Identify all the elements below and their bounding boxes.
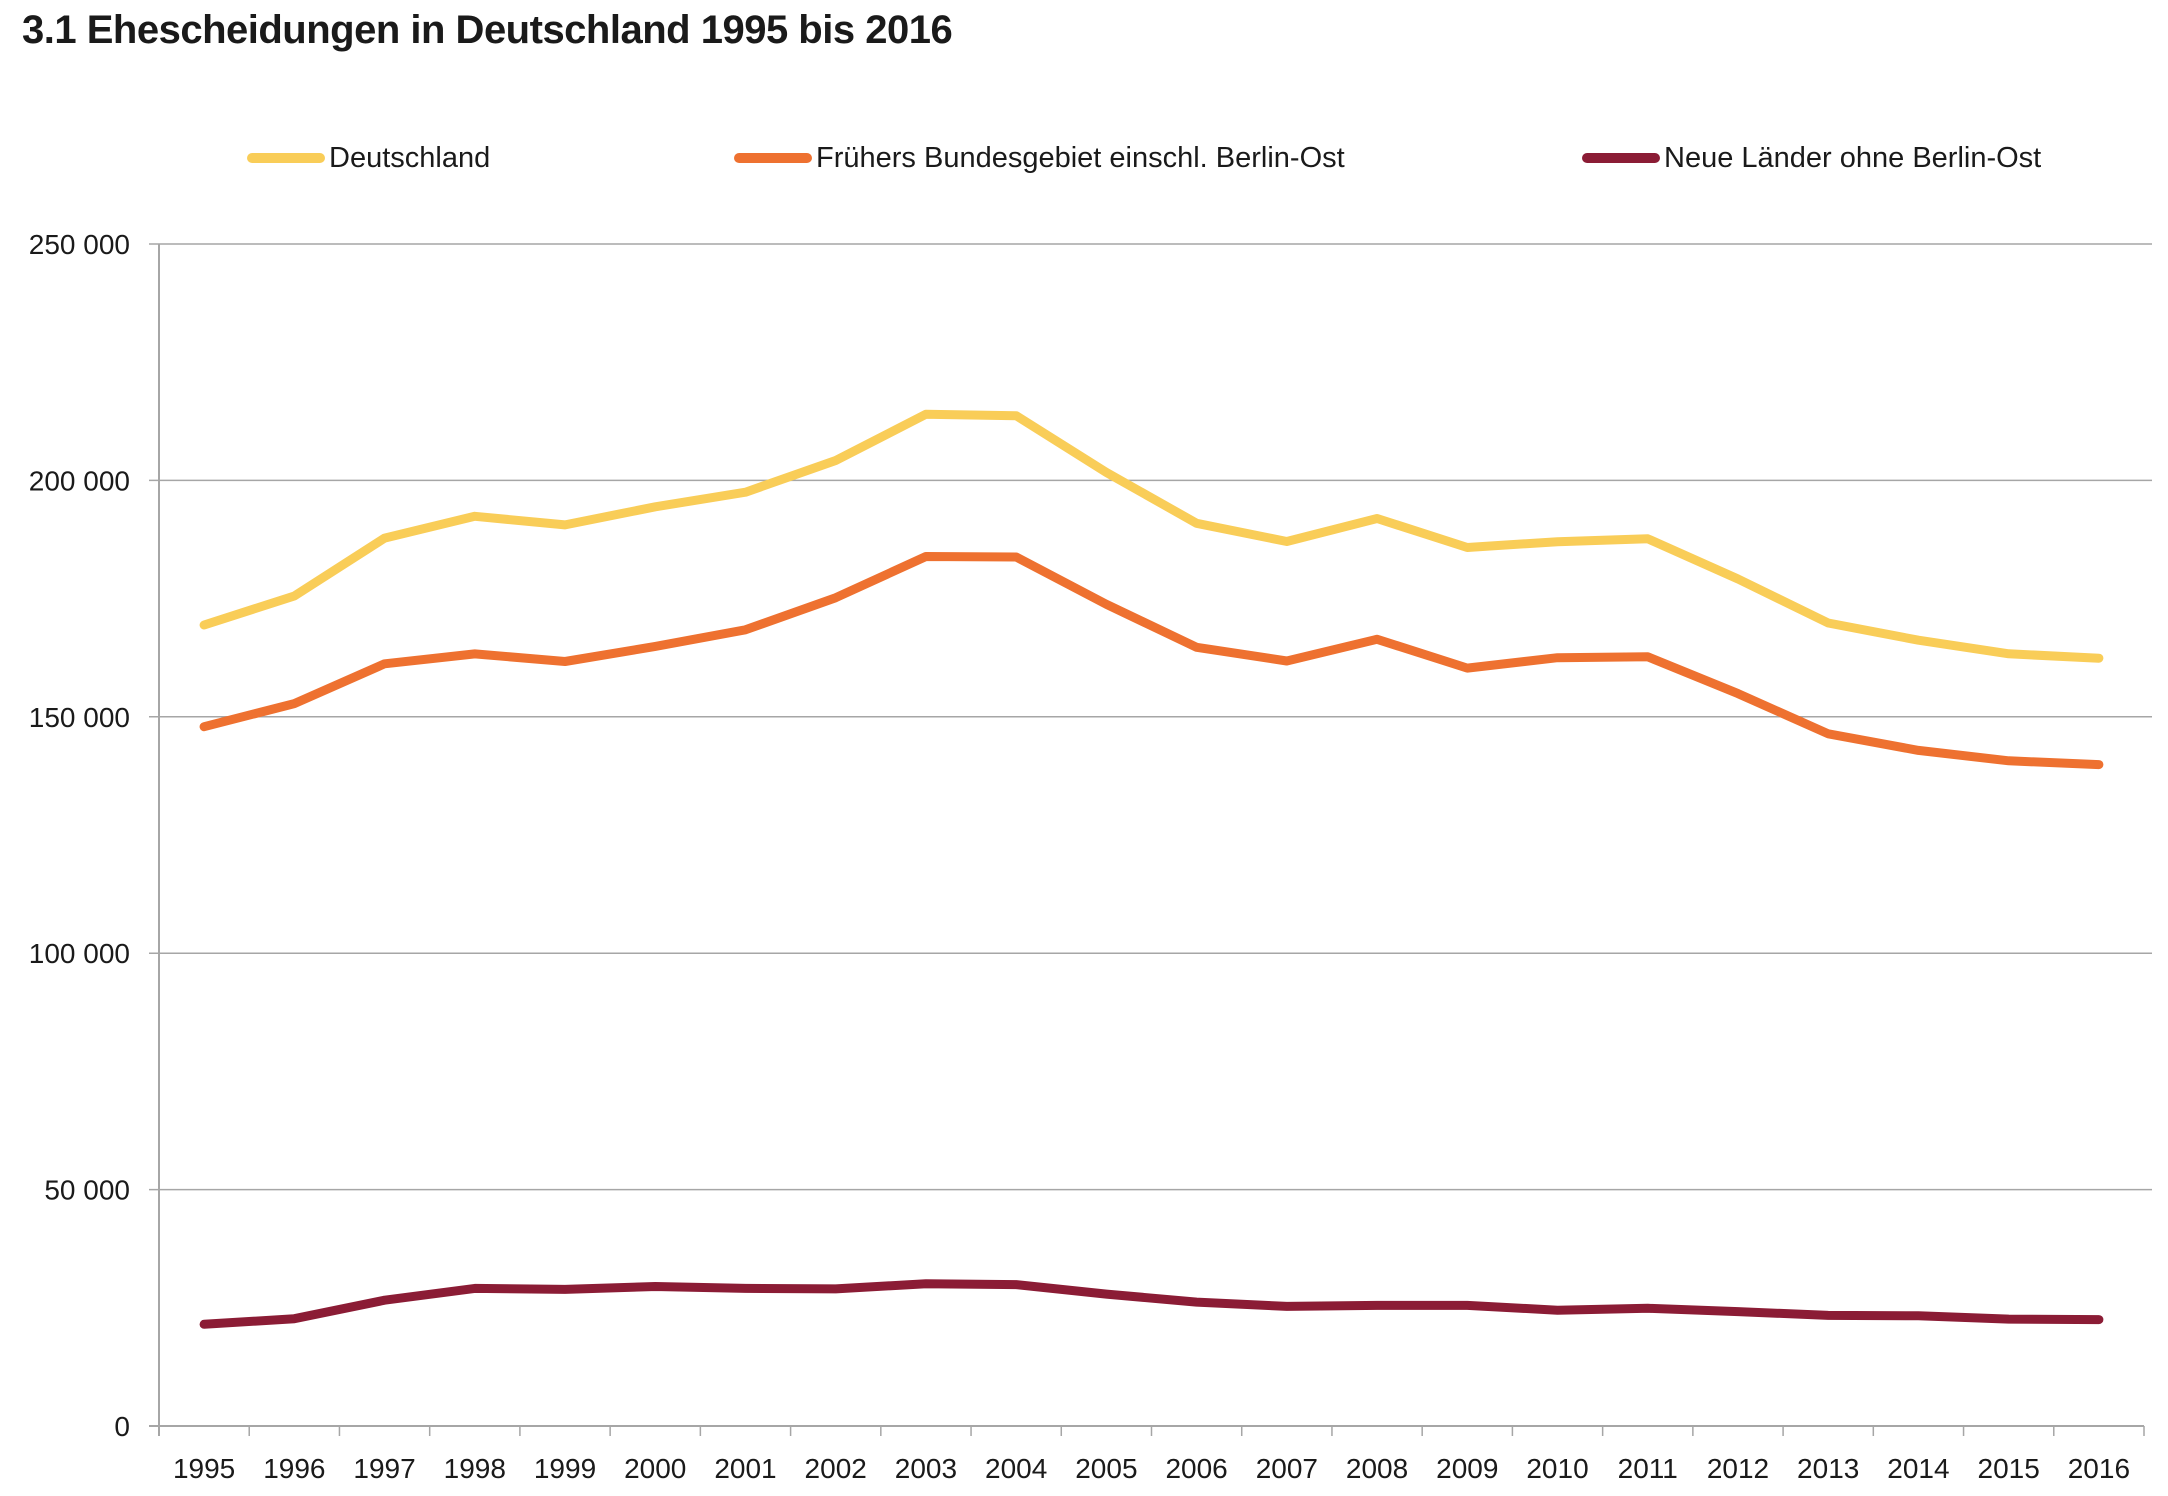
x-tick-label: 2004 (985, 1453, 1047, 1484)
y-tick-label: 250 000 (29, 229, 130, 260)
x-tick-label: 1999 (534, 1453, 596, 1484)
x-tick-label: 1995 (173, 1453, 235, 1484)
x-tick-label: 2012 (1707, 1453, 1769, 1484)
x-tick-label: 2007 (1256, 1453, 1318, 1484)
legend-label: Neue Länder ohne Berlin-Ost (1664, 141, 2042, 174)
axes (149, 244, 2144, 1436)
x-tick-label: 2014 (1887, 1453, 1949, 1484)
x-tick-label: 2008 (1346, 1453, 1408, 1484)
x-tick-label: 2005 (1075, 1453, 1137, 1484)
legend-item-frueheres-bundesgebiet: Frühers Bundesgebiet einschl. Berlin-Ost (734, 138, 1345, 178)
x-tick-label: 2010 (1526, 1453, 1588, 1484)
legend: Deutschland Frühers Bundesgebiet einschl… (0, 138, 2168, 178)
legend-item-neue-laender: Neue Länder ohne Berlin-Ost (1582, 138, 2041, 178)
series-line-neue-l-nder-ohne-berlin-ost (199, 1279, 2104, 1329)
series-line-deutschland (199, 409, 2104, 663)
x-tick-label: 2009 (1436, 1453, 1498, 1484)
legend-swatch-frueheres-bundesgebiet (734, 153, 812, 163)
legend-label: Frühers Bundesgebiet einschl. Berlin-Ost (816, 141, 1345, 174)
x-tick-label: 2002 (805, 1453, 867, 1484)
x-tick-label: 1996 (263, 1453, 325, 1484)
x-tick-label: 2013 (1797, 1453, 1859, 1484)
x-tick-label: 1998 (444, 1453, 506, 1484)
legend-item-deutschland: Deutschland (247, 138, 490, 178)
x-axis-ticks: 1995 1996 1997 1998 1999 2000 2001 2002 2003 2004… (158, 1426, 2145, 1484)
y-tick-label: 200 000 (29, 465, 130, 496)
gridlines (149, 243, 2152, 1191)
y-tick-label: 100 000 (29, 938, 130, 969)
x-tick-label: 2001 (714, 1453, 776, 1484)
y-tick-label: 150 000 (29, 702, 130, 733)
x-tick-label: 2015 (1978, 1453, 2040, 1484)
series-line-fr-hers-bundesgebiet-einschl-berlin-ost (199, 552, 2104, 770)
x-tick-label: 2016 (2068, 1453, 2130, 1484)
x-tick-label: 2000 (624, 1453, 686, 1484)
series-lines (199, 409, 2104, 1329)
x-tick-label: 2003 (895, 1453, 957, 1484)
y-tick-label: 50 000 (44, 1175, 130, 1206)
legend-swatch-deutschland (247, 153, 325, 163)
legend-swatch-neue-laender (1582, 153, 1660, 163)
x-tick-label: 2011 (1618, 1453, 1678, 1484)
chart-title: 3.1 Ehescheidungen in Deutschland 1995 b… (22, 8, 953, 52)
legend-label: Deutschland (329, 141, 491, 174)
y-axis-ticks: 0 50 000 100 000 150 000 200 000 250 000 (29, 229, 130, 1442)
x-tick-label: 2006 (1165, 1453, 1227, 1484)
x-tick-label: 1997 (353, 1453, 415, 1484)
y-tick-label: 0 (114, 1411, 130, 1442)
